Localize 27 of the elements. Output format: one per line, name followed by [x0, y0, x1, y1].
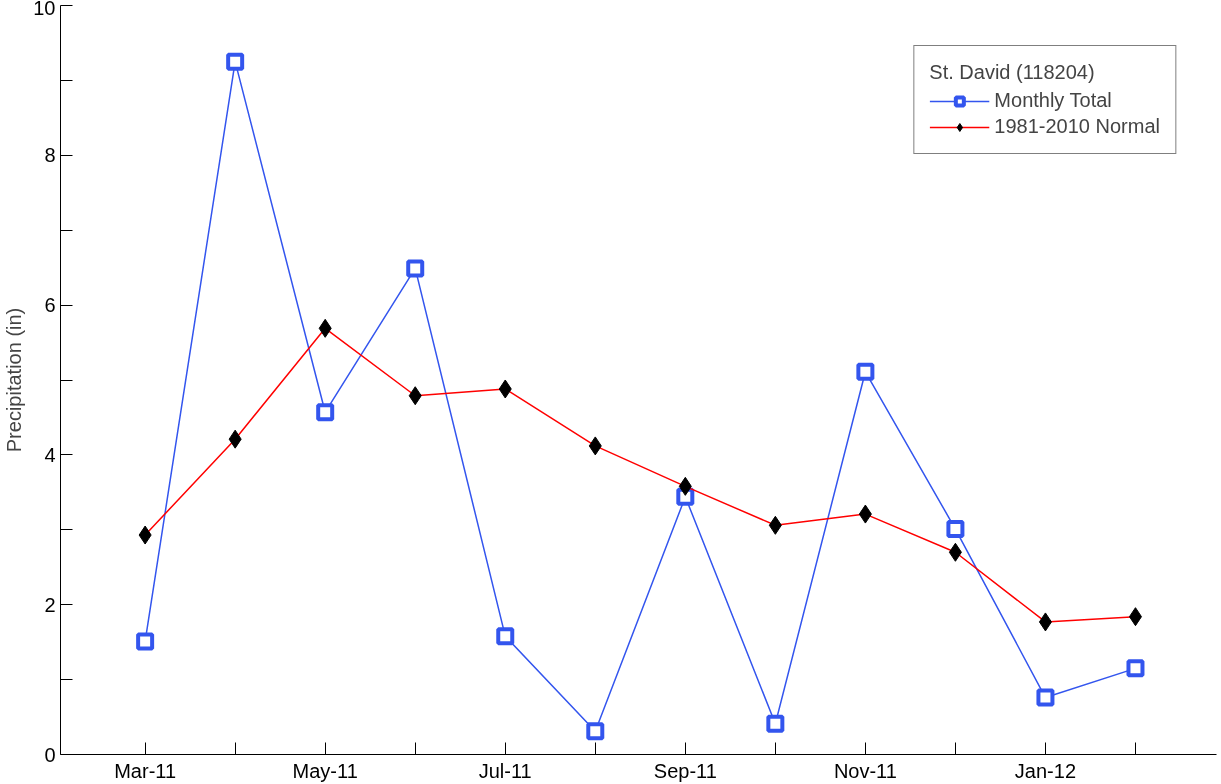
point: [946, 520, 965, 539]
y-tick-label: 2: [44, 593, 56, 616]
legend-label: 1981-2010 Normal: [994, 115, 1160, 138]
x-tick-label: Mar-11: [114, 759, 177, 782]
point: [586, 722, 605, 741]
y-tick-label: 6: [44, 294, 56, 317]
x-tick-label: May-11: [292, 759, 358, 782]
y-tick-label: 0: [44, 743, 56, 766]
point: [1126, 659, 1145, 678]
point: [766, 714, 785, 733]
point: [406, 259, 425, 278]
y-axis-title: Precipitation (in): [3, 307, 26, 453]
y-tick-label: 10: [33, 0, 56, 19]
point: [856, 362, 875, 381]
point: [496, 627, 515, 646]
y-tick-label: 8: [44, 144, 56, 167]
x-tick-label: Jan-12: [1014, 759, 1077, 782]
point: [1036, 688, 1055, 707]
legend-label: Monthly Total: [994, 89, 1112, 112]
point: [226, 52, 245, 71]
x-tick-label: Jul-11: [478, 759, 532, 782]
x-tick-label: Sep-11: [653, 759, 717, 782]
point: [316, 403, 335, 422]
point: [136, 632, 155, 651]
y-tick-label: 4: [44, 443, 56, 466]
legend-title: St. David (118204): [929, 61, 1096, 84]
x-tick-label: Nov-11: [833, 759, 897, 782]
